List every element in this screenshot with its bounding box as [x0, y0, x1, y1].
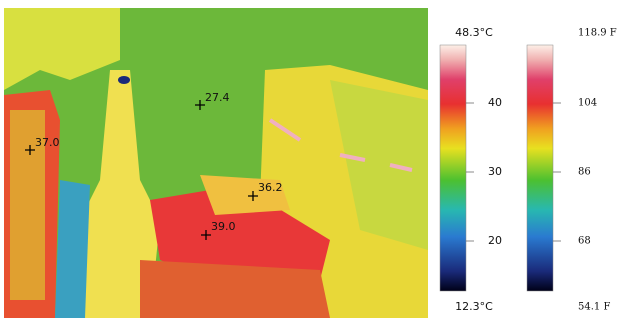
fahrenheit-tick-label: 104	[578, 98, 597, 109]
fahrenheit-min: 54.1 F	[578, 302, 610, 313]
celsius-tick-label: 40	[488, 96, 502, 109]
celsius-tick-label: 30	[488, 165, 502, 178]
celsius-min: 12.3°C	[455, 300, 493, 313]
celsius-tick-label: 20	[488, 234, 502, 247]
celsius-max: 48.3°C	[455, 26, 493, 39]
celsius-color-bar	[440, 45, 466, 291]
thermal-view: 27.4 37.0 36.2 39.0 48.3°C 12.3°C 40 30 …	[0, 0, 622, 321]
temperature-label: 27.4	[205, 91, 230, 104]
fahrenheit-tick-label: 68	[578, 236, 591, 247]
fahrenheit-ticks	[553, 103, 561, 241]
temperature-label: 39.0	[211, 220, 236, 233]
fahrenheit-color-bar	[527, 45, 553, 291]
fahrenheit-max: 118.9 F	[578, 28, 617, 39]
fahrenheit-tick-label: 86	[578, 167, 591, 178]
temperature-label: 37.0	[35, 136, 60, 149]
thermal-image	[4, 8, 428, 318]
temperature-label: 36.2	[258, 181, 283, 194]
celsius-ticks	[466, 103, 474, 241]
